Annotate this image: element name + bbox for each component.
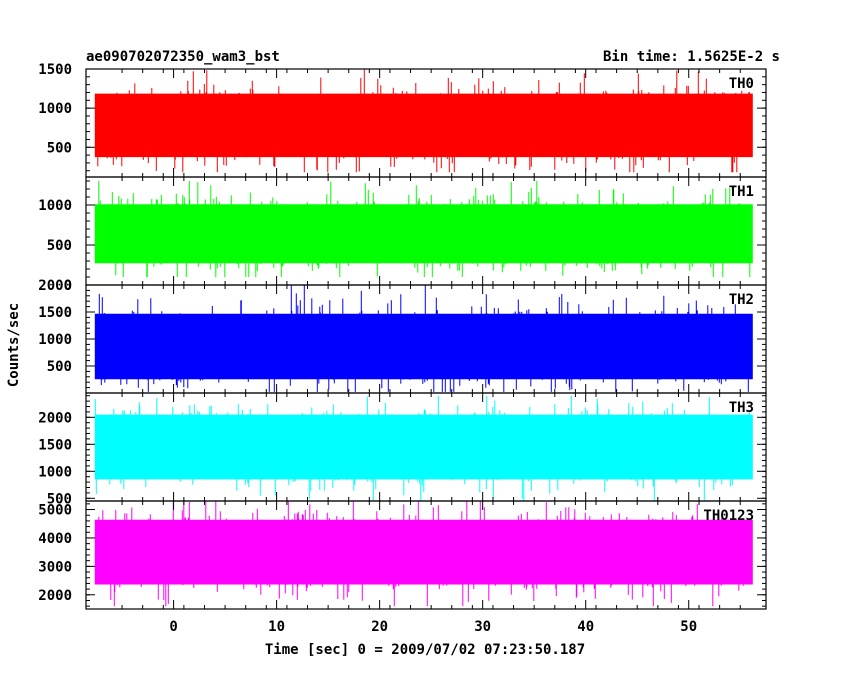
y-tick-label: 5000 [38, 503, 72, 519]
y-tick-label: 500 [47, 140, 72, 156]
y-tick-label: 1000 [38, 464, 72, 480]
y-tick-label: 2000 [38, 410, 72, 426]
x-tick-label: 0 [169, 619, 177, 635]
panel-label: TH2 [729, 292, 754, 308]
y-axis-label: Counts/sec [6, 303, 22, 387]
y-tick-label: 500 [47, 359, 72, 375]
x-tick-label: 20 [371, 619, 388, 635]
y-tick-label: 1500 [38, 305, 72, 321]
series-th1 [94, 181, 753, 277]
panel-label: TH1 [729, 184, 754, 200]
panel-th0123: 2000 3000 4000 5000 TH0123 [38, 500, 767, 610]
x-tick-label: 30 [474, 619, 491, 635]
y-tick-label: 1000 [38, 332, 72, 348]
y-tick-label: 0 [64, 278, 72, 294]
y-tick-label: 1000 [38, 198, 72, 214]
panel-label: TH0123 [703, 508, 754, 524]
series-th2 [94, 285, 753, 392]
y-tick-label: 2000 [38, 278, 72, 294]
y-tick-label: 1500 [38, 62, 72, 78]
y-tick-label: 1500 [38, 437, 72, 453]
y-tick-label: 500 [47, 491, 72, 507]
series-th3 [94, 395, 753, 501]
y-tick-label: 3000 [38, 559, 72, 575]
y-tick-label: 500 [47, 238, 72, 254]
panel-label: TH3 [729, 400, 754, 416]
y-tick-label: 1000 [38, 101, 72, 117]
panel-th0: 500 1000 1500 TH0 [38, 62, 767, 178]
x-axis-label: Time [sec] 0 = 2009/07/02 07:23:50.187 [265, 642, 585, 658]
panel-th3: 500 1000 1500 2000 TH3 [38, 392, 767, 507]
bin-time-label: Bin time: 1.5625E-2 s [603, 49, 780, 65]
panel-th2: 500 1000 1500 2000 TH2 [38, 278, 767, 394]
panels-group: 50010001500TH005001000TH1500100015002000… [38, 62, 767, 635]
series-th0123 [94, 501, 753, 607]
panel-label: TH0 [729, 76, 754, 92]
y-tick-label: 4000 [38, 531, 72, 547]
series-th0 [94, 69, 753, 173]
x-tick-label: 50 [680, 619, 697, 635]
panel-th1: 0 500 1000 TH1 [38, 176, 767, 294]
x-tick-label: 40 [577, 619, 594, 635]
x-tick-label: 10 [268, 619, 285, 635]
y-tick-label: 2000 [38, 588, 72, 604]
figure-title: ae090702072350_wam3_bst [86, 49, 280, 65]
